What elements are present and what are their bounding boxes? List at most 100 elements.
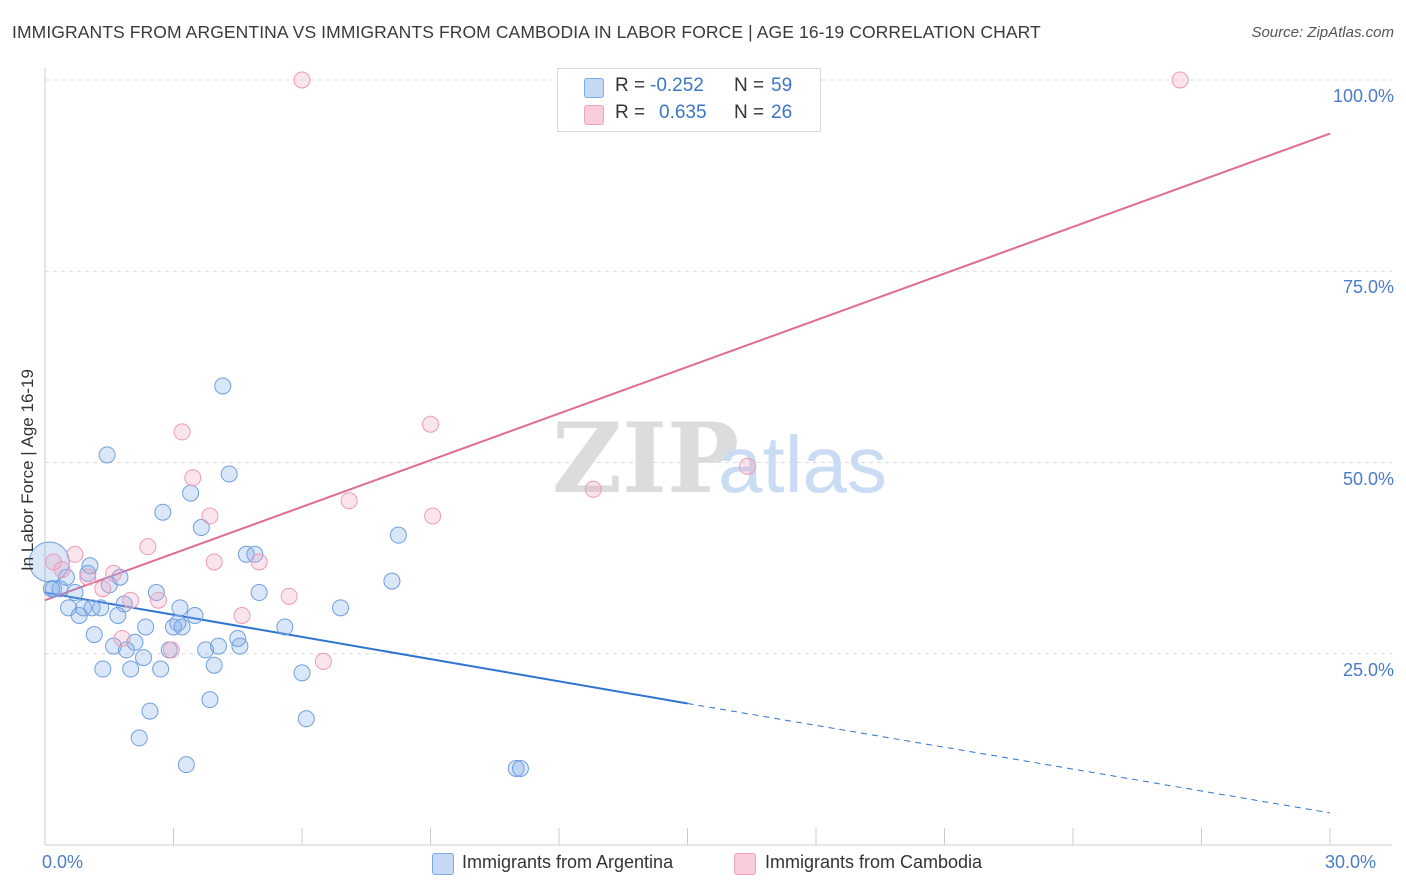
y-tick-label: 50.0%	[1342, 468, 1394, 489]
gridlines	[45, 79, 1392, 655]
point-argentina	[511, 760, 529, 777]
point-argentina	[83, 599, 101, 617]
legend-swatch-blue	[584, 78, 604, 98]
point-cambodia	[422, 415, 439, 433]
point-argentina	[75, 599, 93, 617]
legend-n-label: N =	[734, 102, 765, 123]
point-argentina	[182, 484, 200, 502]
x-tick-min: 0.0%	[42, 852, 84, 872]
point-argentina	[92, 599, 110, 617]
point-argentina	[177, 756, 195, 774]
point-cambodia	[250, 553, 268, 571]
point-argentina	[66, 584, 84, 602]
legend-n-value: 26	[771, 102, 793, 123]
point-argentina	[137, 618, 155, 636]
point-argentina	[152, 660, 170, 678]
point-cambodia	[201, 507, 219, 525]
point-cambodia	[139, 538, 157, 556]
point-cambodia	[66, 545, 84, 563]
point-argentina	[130, 729, 148, 747]
point-argentina	[135, 649, 153, 667]
point-cambodia	[293, 71, 311, 89]
point-argentina	[42, 580, 60, 598]
point-cambodia	[738, 457, 756, 475]
point-cambodia	[205, 553, 223, 571]
legend-swatch-pink	[584, 105, 604, 125]
point-argentina	[205, 656, 223, 674]
point-argentina	[126, 633, 144, 651]
point-cambodia	[340, 492, 358, 510]
point-argentina	[209, 637, 227, 655]
point-argentina	[507, 760, 525, 777]
point-argentina	[220, 465, 238, 483]
data-points	[28, 71, 1189, 777]
point-cambodia	[233, 607, 251, 624]
y-tick-label: 100.0%	[1332, 86, 1394, 106]
point-argentina	[171, 599, 189, 617]
bottom-legend-swatch-argentina	[432, 853, 454, 875]
point-cambodia	[113, 629, 131, 647]
watermark-zip: ZIP	[552, 402, 739, 515]
point-cambodia	[122, 591, 140, 609]
trend-line-argentina-extrapolated	[687, 702, 1331, 814]
point-argentina	[154, 503, 172, 521]
legend-r-label: R =	[615, 75, 646, 96]
point-cambodia	[424, 507, 442, 525]
point-argentina	[214, 377, 232, 395]
point-cambodia	[314, 652, 332, 670]
trend-line-argentina	[44, 591, 688, 705]
point-argentina	[237, 545, 255, 563]
legend-r-value: -0.252	[650, 75, 704, 96]
point-argentina	[122, 660, 140, 678]
bottom-legend-cambodia: Immigrants from Cambodia	[765, 852, 983, 872]
point-cambodia	[79, 568, 97, 586]
legend-r-label: R =	[615, 102, 646, 123]
point-argentina	[389, 526, 407, 544]
axes	[44, 68, 1392, 846]
y-tick-label: 75.0%	[1342, 277, 1394, 298]
point-argentina	[141, 702, 159, 720]
point-cambodia	[94, 580, 112, 598]
point-argentina	[332, 599, 350, 617]
point-argentina	[276, 618, 294, 636]
x-tick-max: 30.0%	[1325, 852, 1377, 872]
point-argentina	[293, 664, 311, 682]
point-cambodia	[184, 469, 202, 487]
point-argentina	[57, 568, 75, 586]
point-argentina	[250, 584, 268, 602]
point-cambodia	[162, 641, 180, 659]
point-argentina	[192, 519, 210, 537]
point-cambodia	[1171, 71, 1189, 89]
legend-n-label: N =	[734, 75, 765, 96]
point-argentina	[383, 572, 401, 590]
point-cambodia	[584, 480, 602, 498]
legend-row-argentina: R = -0.252 N = 59	[558, 75, 820, 101]
point-cambodia	[280, 587, 298, 605]
point-argentina	[85, 626, 103, 644]
point-cambodia	[150, 591, 168, 609]
point-argentina	[173, 618, 191, 636]
trend-lines	[44, 132, 1331, 814]
point-argentina	[297, 710, 315, 728]
point-cambodia	[173, 423, 191, 441]
point-cambodia	[53, 561, 71, 579]
watermark-atlas: atlas	[718, 420, 887, 509]
correlation-legend: R = -0.252 N = 59 R = 0.635 N = 26	[557, 68, 821, 132]
y-tick-label: 25.0%	[1342, 659, 1394, 680]
legend-row-cambodia: R = 0.635 N = 26	[558, 102, 820, 128]
y-axis-label: In Labor Force | Age 16-19	[18, 369, 37, 571]
point-argentina	[229, 629, 247, 647]
legend-n-value: 59	[771, 75, 793, 96]
point-argentina	[246, 545, 264, 563]
point-argentina	[186, 607, 204, 624]
bottom-legend-swatch-cambodia	[734, 853, 756, 875]
point-argentina	[98, 446, 116, 464]
point-argentina	[201, 691, 219, 709]
chart-title: IMMIGRANTS FROM ARGENTINA VS IMMIGRANTS …	[12, 22, 1041, 42]
point-argentina	[197, 641, 215, 659]
point-argentina	[94, 660, 112, 678]
source-label: Source: ZipAtlas.com	[1251, 24, 1394, 41]
trend-line-cambodia	[44, 132, 1331, 602]
